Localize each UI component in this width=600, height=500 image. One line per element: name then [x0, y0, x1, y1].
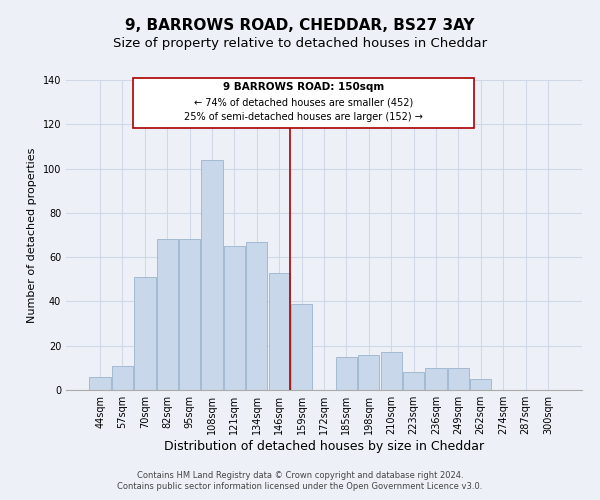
Bar — [403, 372, 424, 390]
Bar — [157, 240, 178, 390]
Text: 25% of semi-detached houses are larger (152) →: 25% of semi-detached houses are larger (… — [184, 112, 423, 122]
Y-axis label: Number of detached properties: Number of detached properties — [27, 148, 37, 322]
Bar — [380, 352, 402, 390]
Bar — [470, 379, 491, 390]
Text: Contains HM Land Registry data © Crown copyright and database right 2024.: Contains HM Land Registry data © Crown c… — [137, 471, 463, 480]
Bar — [291, 304, 312, 390]
Bar — [134, 277, 155, 390]
Text: ← 74% of detached houses are smaller (452): ← 74% of detached houses are smaller (45… — [194, 98, 413, 108]
Bar — [89, 376, 111, 390]
Text: Size of property relative to detached houses in Cheddar: Size of property relative to detached ho… — [113, 38, 487, 51]
Bar — [179, 240, 200, 390]
Text: 9 BARROWS ROAD: 150sqm: 9 BARROWS ROAD: 150sqm — [223, 82, 384, 92]
Bar — [425, 368, 446, 390]
X-axis label: Distribution of detached houses by size in Cheddar: Distribution of detached houses by size … — [164, 440, 484, 453]
Text: Contains public sector information licensed under the Open Government Licence v3: Contains public sector information licen… — [118, 482, 482, 491]
Bar — [246, 242, 268, 390]
Bar — [224, 246, 245, 390]
Bar — [112, 366, 133, 390]
Text: 9, BARROWS ROAD, CHEDDAR, BS27 3AY: 9, BARROWS ROAD, CHEDDAR, BS27 3AY — [125, 18, 475, 32]
Bar — [448, 368, 469, 390]
Bar — [358, 354, 379, 390]
Bar — [336, 357, 357, 390]
FancyBboxPatch shape — [133, 78, 473, 128]
Bar — [202, 160, 223, 390]
Bar — [269, 272, 290, 390]
